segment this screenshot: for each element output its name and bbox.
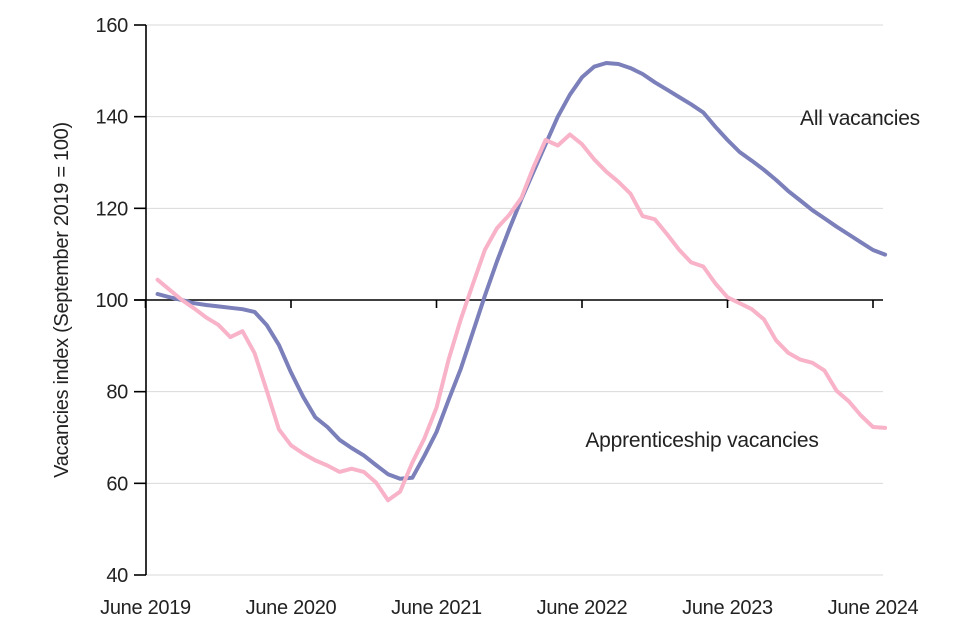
y-tick-label-60: 60 — [106, 473, 128, 495]
series-label-all-vacancies: All vacancies — [800, 107, 920, 130]
x-tick-label-june-2023: June 2023 — [682, 597, 773, 619]
y-tick-label-100: 100 — [96, 290, 129, 312]
x-tick-label-june-2020: June 2020 — [246, 597, 337, 619]
y-tick-label-40: 40 — [106, 565, 128, 587]
axes-layer — [134, 24, 883, 576]
line-apprenticeship-vacancies — [155, 132, 888, 503]
x-tick-label-june-2021: June 2021 — [391, 597, 482, 619]
y-tick-label-120: 120 — [96, 198, 129, 220]
x-tick-label-june-2022: June 2022 — [537, 597, 628, 619]
y-tick-label-140: 140 — [96, 107, 129, 129]
y-axis-title: Vacancies index (September 2019 = 100) — [51, 122, 73, 478]
x-tick-label-june-2024: June 2024 — [828, 597, 919, 619]
y-tick-label-160: 160 — [96, 15, 129, 37]
line-all-vacancies — [155, 61, 888, 481]
series-label-apprenticeship-vacancies: Apprenticeship vacancies — [585, 429, 818, 452]
tick-labels-layer: 40 60 80 100 120 140 160 June 2019 June 2020 June… — [96, 15, 919, 619]
x-tick-label-june-2019: June 2019 — [100, 597, 191, 619]
data-lines-layer — [155, 61, 888, 503]
y-tick-label-80: 80 — [106, 382, 128, 404]
